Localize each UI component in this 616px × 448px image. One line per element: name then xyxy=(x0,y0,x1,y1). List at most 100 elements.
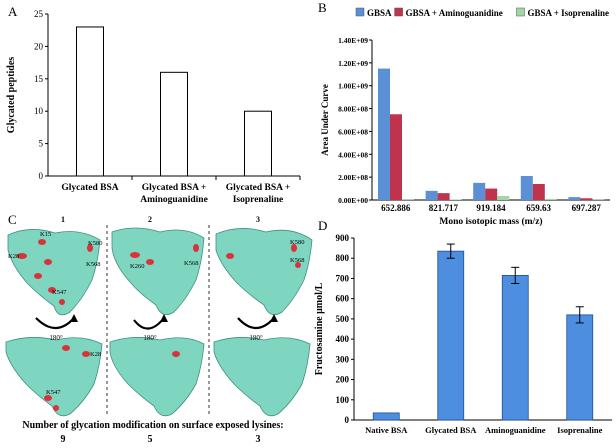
y-tick-label: 25 xyxy=(34,9,44,19)
glycated-peptides-chart: 0 5 10 15 20 25 Glycated peptides Glycated BSA G… xyxy=(6,9,301,205)
lysine-label: K580 xyxy=(88,240,102,247)
structure-column-2-label: 2 xyxy=(148,215,152,224)
x-tick-label: Isoprenaline xyxy=(557,425,602,435)
bar xyxy=(372,412,400,421)
structure-column-1-label: 1 xyxy=(61,215,65,224)
bar xyxy=(425,190,438,200)
protein-structure xyxy=(5,337,103,417)
y-tick-label: 1.00E+09 xyxy=(338,82,368,91)
bar xyxy=(473,182,486,200)
glycation-count: 3 xyxy=(256,434,261,445)
panel-c-label: C xyxy=(8,212,17,227)
glycation-count: 5 xyxy=(148,434,153,445)
x-tick-label: 821.717 xyxy=(429,203,459,213)
x-tick-label: Glycated BSA + xyxy=(226,183,291,193)
protein-structure xyxy=(109,337,205,417)
legend-label: GBSA + Aminoguanidine xyxy=(406,8,503,18)
lysine-label: K28 xyxy=(8,253,19,260)
rotation-arrowhead-icon xyxy=(70,314,278,322)
legend-swatch xyxy=(394,7,403,17)
lysine-markers xyxy=(17,239,301,411)
y-tick-label: 500 xyxy=(336,314,350,324)
bar xyxy=(449,199,462,200)
fructosamine-chart: 0 100 200 300 400 500 600 700 800 900 Fructosamine… xyxy=(314,233,612,435)
y-tick-label: 20 xyxy=(34,41,44,51)
x-tick-label: Glycated BSA + xyxy=(142,183,207,193)
y-tick-label: 8.00E+08 xyxy=(338,105,368,114)
lysine-label: K547 xyxy=(46,389,61,396)
y-tick-label: 900 xyxy=(336,233,350,243)
rotation-label: 180° xyxy=(143,334,157,342)
y-tick-label: 0 xyxy=(345,415,350,425)
lysine-label: K28 xyxy=(90,351,101,358)
bar xyxy=(501,275,529,421)
y-axis-label: Glycated peptides xyxy=(6,57,17,133)
y-tick-label: 400 xyxy=(336,334,350,344)
bar xyxy=(437,250,465,421)
bar xyxy=(244,110,272,177)
y-tick-label: 100 xyxy=(336,395,350,405)
x-tick-label: 652.886 xyxy=(381,203,411,213)
bar xyxy=(497,196,510,200)
bar xyxy=(532,184,545,200)
protein-structure xyxy=(111,227,205,316)
lysine-label: K568 xyxy=(184,260,198,267)
bar xyxy=(544,198,557,200)
x-tick-label: 659.63 xyxy=(526,203,551,213)
rotation-label: 180° xyxy=(49,334,63,342)
y-tick-label: 1.20E+09 xyxy=(338,59,368,68)
legend-label: GBSA xyxy=(367,8,392,18)
y-tick-label: 10 xyxy=(34,106,44,116)
structure-column-3-label: 3 xyxy=(256,215,260,224)
glycation-caption: Number of glycation modification on surf… xyxy=(22,420,283,431)
y-tick-label: 5 xyxy=(39,139,44,149)
y-axis-label: Area Under Curve xyxy=(320,84,330,156)
bar xyxy=(160,71,188,177)
legend-label: GBSA + Isoprenaline xyxy=(528,8,609,18)
bar xyxy=(437,193,450,200)
lysine-label: K547 xyxy=(52,289,67,296)
lysine-label: K15 xyxy=(40,231,51,238)
lysine-label: K568 xyxy=(290,257,304,264)
x-tick-label: Glycated BSA xyxy=(61,183,118,193)
lysine-label: K260 xyxy=(130,263,144,270)
protein-structure xyxy=(215,228,313,316)
x-tick-label: Native BSA xyxy=(365,425,408,435)
bar xyxy=(390,114,402,200)
bar xyxy=(580,198,593,200)
lysine-label: K568 xyxy=(86,261,100,268)
x-tick-label: Isoprenaline xyxy=(233,195,284,205)
y-tick-label: 200 xyxy=(336,375,350,385)
area-under-curve-chart: GBSA GBSA + Aminoguanidine GBSA + Isoprena… xyxy=(320,7,610,227)
bar xyxy=(378,68,390,200)
legend-swatch xyxy=(516,7,525,17)
bar xyxy=(566,314,594,421)
rotation-label: 180° xyxy=(249,334,263,342)
y-tick-label: 0.00E+00 xyxy=(338,196,368,205)
y-tick-label: 4.00E+08 xyxy=(338,150,368,159)
x-tick-label: 919.184 xyxy=(476,203,506,213)
panel-b-label: B xyxy=(318,0,327,15)
protein-structure xyxy=(213,337,311,417)
bar xyxy=(76,26,104,177)
y-tick-label: 6.00E+08 xyxy=(338,127,368,136)
x-tick-label: Glycated BSA xyxy=(425,425,477,435)
x-tick-label: Aminoguanidine xyxy=(485,425,546,435)
lysine-label: K580 xyxy=(290,239,304,246)
glycation-count: 9 xyxy=(61,434,66,445)
bar xyxy=(568,197,581,200)
bar xyxy=(485,188,498,200)
y-tick-label: 600 xyxy=(336,294,350,304)
y-axis-label: Fructosamine μmol/L xyxy=(314,282,325,375)
y-tick-label: 0 xyxy=(39,171,44,181)
y-tick-label: 300 xyxy=(336,354,350,364)
x-tick-label: Aminoguanidine xyxy=(140,195,208,205)
protein-structure-panel: 1 2 3 xyxy=(5,215,313,445)
panel-a-label: A xyxy=(8,4,18,19)
y-tick-label: 2.00E+08 xyxy=(338,173,368,182)
y-tick-label: 15 xyxy=(34,74,44,84)
y-tick-label: 800 xyxy=(336,253,350,263)
protein-structure xyxy=(7,229,101,316)
y-tick-label: 1.40E+09 xyxy=(338,36,368,45)
